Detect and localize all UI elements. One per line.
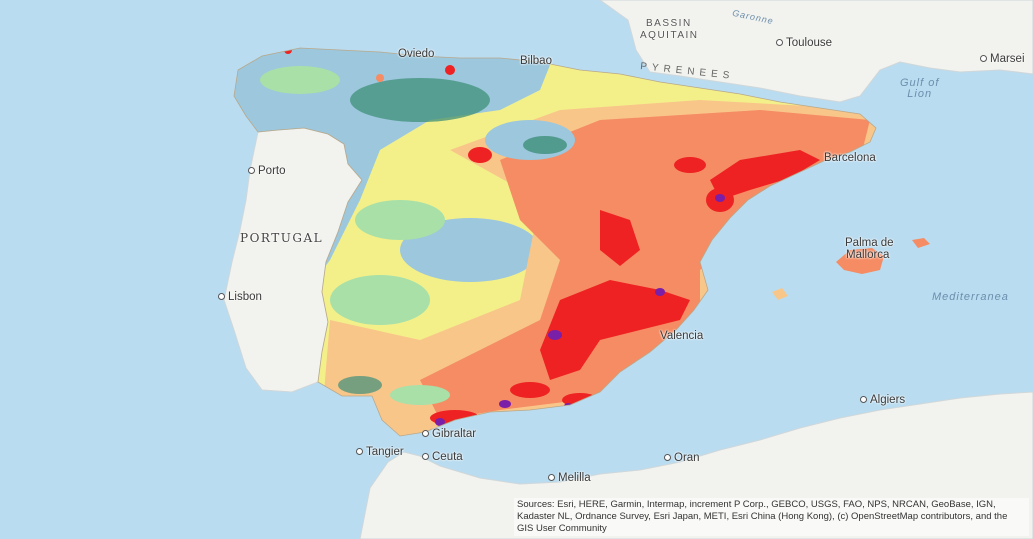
label-bassin: BASSIN	[646, 18, 692, 29]
label-melilla: Melilla	[548, 472, 591, 484]
land-menorca	[912, 238, 930, 248]
label-tangier: Tangier	[356, 446, 404, 458]
label-ceuta: Ceuta	[422, 451, 463, 463]
label-portugal: PORTUGAL	[240, 231, 324, 245]
label-mediterranean: Mediterranea	[932, 291, 1009, 303]
label-mallorca: Mallorca	[846, 249, 890, 261]
attribution-text: Sources: Esri, HERE, Garmin, Intermap, i…	[514, 498, 1029, 536]
label-oran: Oran	[664, 452, 700, 464]
label-bilbao: Bilbao	[520, 55, 552, 67]
label-algiers: Algiers	[860, 394, 905, 406]
land-france	[599, 0, 1033, 103]
label-valencia: Valencia	[660, 330, 704, 342]
land-ibiza	[772, 288, 788, 300]
label-lisbon: Lisbon	[218, 291, 262, 303]
label-oviedo: Oviedo	[398, 48, 435, 60]
label-porto: Porto	[248, 165, 286, 177]
land-mallorca	[836, 248, 884, 274]
label-marseille: Marsei	[980, 53, 1025, 65]
label-barcelona: Barcelona	[824, 152, 876, 164]
label-aquitain: AQUITAIN	[640, 30, 699, 41]
label-gibraltar: Gibraltar	[422, 428, 476, 440]
label-gulf-of-lion: Gulf of Lion	[900, 77, 940, 100]
label-palma: Palma de	[845, 237, 894, 249]
label-toulouse: Toulouse	[776, 37, 832, 49]
